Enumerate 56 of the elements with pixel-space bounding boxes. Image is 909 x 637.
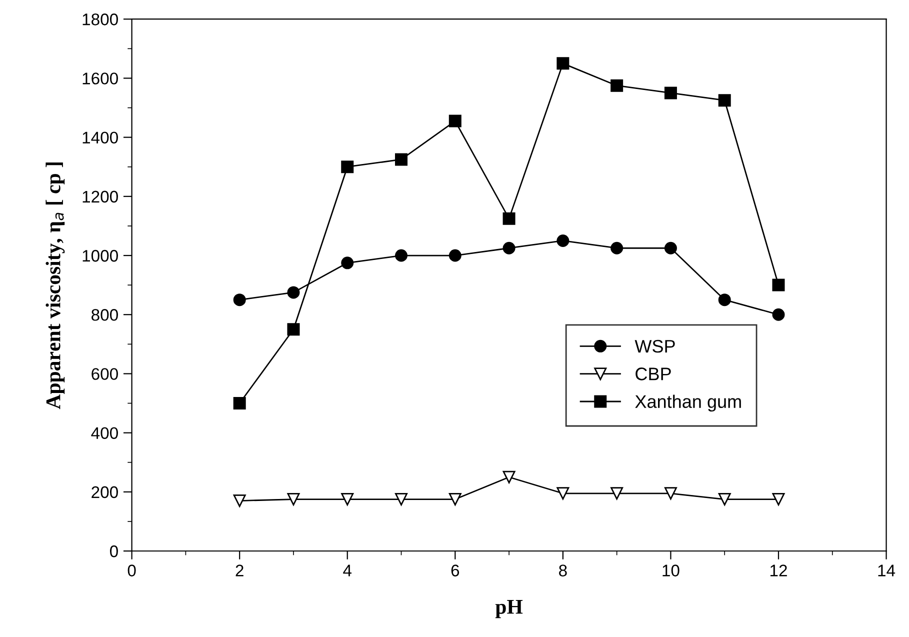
point: [772, 308, 785, 321]
point: [233, 494, 246, 508]
point: [448, 114, 462, 128]
x-tick-label: 12: [770, 564, 787, 576]
point: [664, 487, 677, 500]
legend-label: WSP: [634, 340, 675, 353]
point: [718, 493, 731, 506]
x-tick-label: 6: [451, 564, 460, 576]
point: [448, 493, 462, 506]
y-tick-label: 1600: [82, 72, 118, 84]
point: [502, 470, 516, 484]
y-tick-label: 1800: [82, 14, 118, 26]
point: [610, 79, 624, 92]
point: [233, 397, 246, 410]
y-tick-label: 1000: [82, 250, 118, 262]
legend-label: CBP: [636, 368, 671, 380]
point: [718, 94, 731, 107]
y-tick-label: 0: [110, 545, 118, 558]
x-tick-label: 14: [878, 564, 896, 576]
point: [718, 294, 731, 306]
point: [341, 160, 354, 174]
y-tick-label: 200: [92, 486, 118, 498]
x-tick-label: 10: [662, 564, 680, 576]
point: [341, 493, 354, 506]
y-tick-label: 400: [91, 427, 118, 440]
point: [395, 249, 408, 262]
point: [610, 242, 624, 254]
x-tick-label: 8: [559, 564, 567, 576]
point: [287, 286, 300, 299]
point: [395, 153, 408, 166]
x-tick-label: 2: [236, 564, 244, 576]
point: [287, 323, 300, 336]
y-tick-label: 600: [92, 368, 118, 380]
point: [556, 487, 570, 500]
point: [664, 86, 677, 100]
point: [341, 256, 354, 270]
y-axis-title: Apparent viscosity, η$_{a}$ [ cp ]: [46, 162, 65, 410]
point: [772, 493, 785, 506]
point: [664, 242, 677, 254]
point: [556, 234, 570, 247]
point: [233, 294, 246, 306]
point: [610, 487, 624, 500]
point: [448, 249, 462, 262]
x-tick-label: 0: [128, 564, 136, 576]
point: [772, 278, 785, 292]
x-tick-label: 4: [343, 564, 352, 576]
point: [556, 57, 570, 70]
x-axis-title: pH: [495, 600, 523, 618]
y-tick-label: 800: [92, 309, 118, 321]
legend-label: Xanthan gum: [635, 394, 741, 412]
point: [502, 212, 516, 225]
point: [502, 242, 516, 254]
y-tick-label: 1200: [82, 190, 118, 203]
y-tick-label: 1400: [82, 132, 118, 144]
point: [287, 493, 300, 506]
point: [395, 493, 408, 506]
